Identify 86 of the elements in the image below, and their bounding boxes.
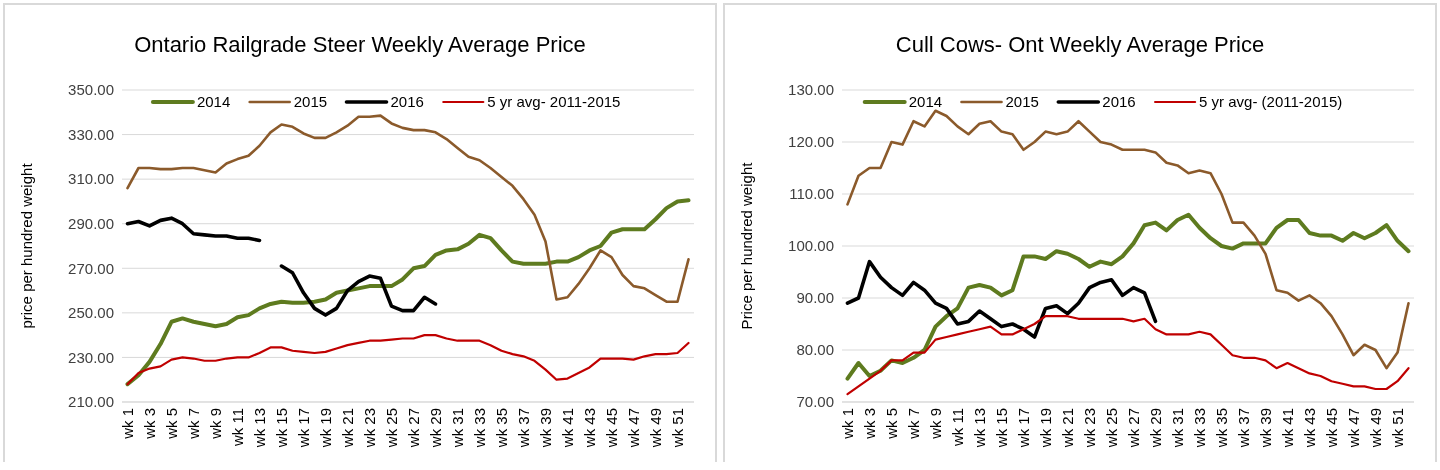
x-tick-label: wk 15: [992, 408, 1010, 449]
y-tick-label: 250.00: [68, 304, 114, 322]
y-tick-label: 310.00: [68, 170, 114, 188]
y-tick-label: 210.00: [68, 393, 114, 411]
x-tick-label: wk 45: [1322, 408, 1340, 449]
x-tick-label: wk 21: [1058, 408, 1076, 449]
x-tick-label: wk 39: [1256, 408, 1274, 449]
legend-label: 5 yr avg- 2011-2015: [487, 93, 621, 111]
x-tick-label: wk 7: [184, 408, 202, 440]
legend-label: 2015: [293, 93, 328, 111]
x-tick-label: wk 13: [250, 408, 268, 449]
x-tick-label: wk 27: [404, 408, 422, 449]
x-tick-label: wk 43: [1300, 408, 1318, 449]
line-series: [845, 259, 1158, 339]
x-tick-label: wk 49: [646, 408, 664, 449]
x-tick-label: wk 33: [1190, 408, 1208, 449]
legend-label: 2015: [1005, 93, 1039, 111]
x-tick-label: wk 3: [140, 408, 158, 440]
x-tick-label: wk 45: [602, 408, 620, 449]
x-tick-label: wk 23: [360, 408, 378, 449]
y-tick-label: 290.00: [68, 214, 114, 232]
x-tick-label: wk 1: [118, 408, 136, 440]
line-series: [125, 198, 691, 387]
x-tick-label: wk 35: [492, 408, 510, 449]
x-tick-label: wk 37: [1234, 408, 1252, 449]
x-tick-label: wk 37: [514, 408, 532, 449]
x-tick-label: wk 43: [580, 408, 598, 449]
y-tick-label: 100.00: [788, 237, 834, 255]
x-tick-label: wk 29: [1146, 408, 1164, 449]
x-tick-label: wk 17: [294, 408, 312, 449]
y-tick-label: 120.00: [788, 133, 834, 151]
x-tick-label: wk 21: [338, 408, 356, 449]
x-tick-label: wk 25: [1102, 408, 1120, 449]
x-tick-label: wk 17: [1014, 408, 1032, 449]
x-tick-label: wk 7: [904, 408, 922, 440]
x-tick-label: wk 41: [1278, 408, 1296, 449]
line-series: [845, 212, 1411, 381]
x-tick-label: wk 9: [926, 408, 944, 440]
x-tick-label: wk 11: [948, 408, 966, 448]
line-series: [846, 315, 1410, 396]
x-tick-label: wk 9: [206, 408, 224, 440]
y-tick-label: 110.00: [789, 185, 834, 203]
x-tick-label: wk 39: [536, 408, 554, 449]
x-tick-label: wk 1: [838, 408, 856, 440]
legend-label: 2016: [390, 93, 424, 111]
x-tick-label: wk 5: [162, 408, 180, 440]
x-tick-label: wk 51: [668, 408, 686, 449]
line-series: [126, 334, 690, 386]
x-tick-label: wk 51: [1388, 408, 1406, 449]
x-tick-label: wk 11: [228, 408, 246, 448]
x-tick-label: wk 35: [1212, 408, 1230, 449]
x-tick-label: wk 19: [316, 408, 334, 449]
y-axis-title: Price per hundred weight: [738, 161, 755, 330]
y-tick-label: 80.00: [796, 341, 834, 359]
x-tick-label: wk 15: [272, 408, 290, 449]
y-axis-title: price per hundred weight: [18, 162, 35, 329]
y-tick-label: 350.00: [68, 81, 114, 99]
x-tick-label: wk 49: [1366, 408, 1384, 449]
x-tick-label: wk 5: [882, 408, 900, 440]
y-tick-label: 330.00: [68, 125, 114, 143]
line-series: [846, 109, 1410, 370]
x-tick-label: wk 13: [970, 408, 988, 449]
y-tick-label: 130.00: [788, 81, 834, 99]
y-tick-label: 270.00: [68, 259, 114, 277]
chart-title: Cull Cows- Ont Weekly Average Price: [895, 32, 1265, 57]
chart-title: Ontario Railgrade Steer Weekly Average Price: [134, 32, 586, 57]
x-tick-label: wk 33: [470, 408, 488, 449]
x-tick-label: wk 41: [558, 408, 576, 449]
legend-label: 2014: [908, 93, 943, 111]
legend-label: 2016: [1102, 93, 1136, 111]
x-tick-label: wk 3: [860, 408, 878, 440]
x-tick-label: wk 25: [382, 408, 400, 449]
legend-label: 5 yr avg- (2011-2015): [1199, 93, 1343, 111]
x-tick-label: wk 31: [448, 408, 466, 449]
x-tick-label: wk 47: [1344, 408, 1362, 449]
x-tick-label: wk 31: [1168, 408, 1186, 449]
x-tick-label: wk 27: [1124, 408, 1142, 449]
x-tick-label: wk 29: [426, 408, 444, 449]
x-tick-label: wk 47: [624, 408, 642, 449]
x-tick-label: wk 19: [1036, 408, 1054, 449]
x-tick-label: wk 23: [1080, 408, 1098, 449]
y-tick-label: 70.00: [796, 393, 834, 411]
line-series: [126, 114, 690, 304]
legend-label: 2014: [196, 93, 231, 111]
y-tick-label: 90.00: [796, 289, 834, 307]
y-tick-label: 230.00: [68, 348, 114, 366]
